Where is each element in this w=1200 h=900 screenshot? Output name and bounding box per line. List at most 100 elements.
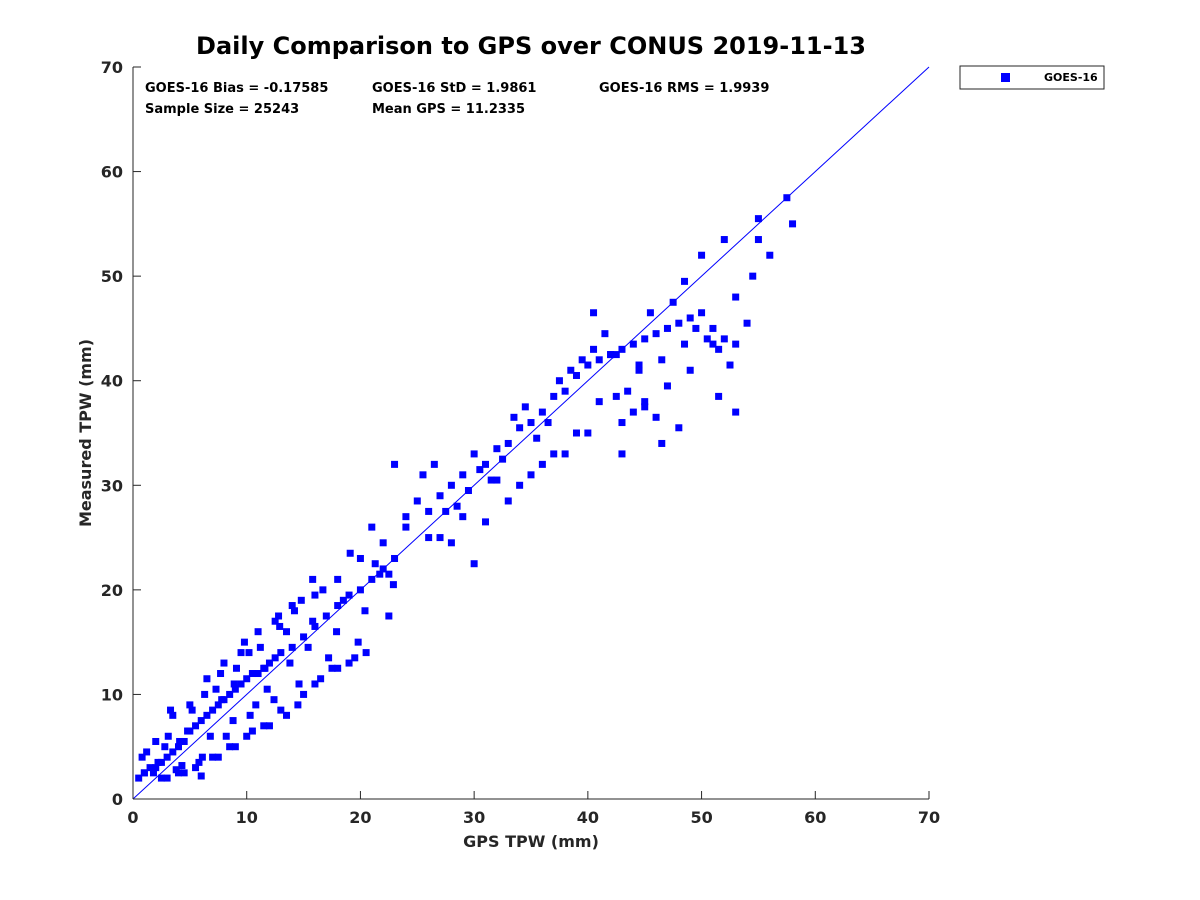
data-point: [220, 659, 228, 667]
data-point: [195, 758, 203, 766]
data-point: [169, 711, 177, 719]
data-point: [368, 523, 376, 531]
data-point: [203, 675, 211, 683]
data-point: [206, 732, 214, 740]
data-point: [265, 659, 273, 667]
data-point: [533, 434, 541, 442]
data-point: [345, 659, 353, 667]
data-point: [311, 622, 319, 630]
data-point: [319, 586, 327, 594]
data-point: [504, 497, 512, 505]
x-axis-ticks: 0 10 20 30 40 50 60 70: [127, 791, 940, 827]
data-point: [197, 717, 205, 725]
data-point: [413, 497, 421, 505]
data-point: [732, 408, 740, 416]
data-point: [572, 429, 580, 437]
data-point: [254, 628, 262, 636]
data-point: [544, 419, 552, 427]
data-point: [322, 612, 330, 620]
y-tick-label: 60: [101, 163, 123, 182]
data-point: [789, 220, 797, 228]
data-point: [754, 236, 762, 244]
data-point: [476, 466, 484, 474]
y-tick-label: 0: [112, 790, 123, 809]
data-point: [561, 450, 569, 458]
y-tick-label: 20: [101, 581, 123, 600]
data-point: [652, 330, 660, 338]
data-point: [345, 591, 353, 599]
data-point: [578, 356, 586, 364]
data-point: [732, 293, 740, 301]
data-point: [237, 649, 245, 657]
y-axis-label: Measured TPW (mm): [76, 339, 95, 527]
data-point: [709, 324, 717, 332]
data-point: [658, 439, 666, 447]
y-axis-ticks: 0 10 20 30 40 50 60 70: [101, 58, 141, 809]
data-point: [246, 711, 254, 719]
data-point: [663, 382, 671, 390]
data-point: [629, 340, 637, 348]
data-point: [436, 492, 444, 500]
y-tick-label: 30: [101, 476, 123, 495]
data-point: [720, 335, 728, 343]
data-point: [641, 403, 649, 411]
data-point: [715, 392, 723, 400]
data-point: [198, 753, 206, 761]
data-point: [487, 476, 495, 484]
data-point: [270, 696, 278, 704]
data-point: [402, 523, 410, 531]
data-point: [459, 513, 467, 521]
data-point: [218, 696, 226, 704]
stat-std: GOES-16 StD = 1.9861: [372, 81, 536, 96]
data-point: [607, 351, 615, 359]
data-point: [447, 481, 455, 489]
data-point: [243, 675, 251, 683]
x-axis-label: GPS TPW (mm): [463, 832, 599, 851]
data-point: [624, 387, 632, 395]
data-point: [212, 685, 220, 693]
data-point: [297, 596, 305, 604]
data-point: [317, 675, 325, 683]
data-point: [152, 764, 160, 772]
data-point: [675, 424, 683, 432]
data-point: [300, 633, 308, 641]
data-point: [172, 766, 180, 774]
data-point: [277, 649, 285, 657]
data-point: [354, 638, 362, 646]
data-point: [290, 607, 298, 615]
data-point: [209, 753, 217, 761]
data-point: [385, 570, 393, 578]
data-point: [590, 345, 598, 353]
data-point: [601, 330, 609, 338]
data-point: [346, 549, 354, 557]
data-point: [163, 774, 171, 782]
data-point: [371, 560, 379, 568]
data-point: [376, 570, 384, 578]
x-tick-label: 0: [127, 808, 138, 827]
data-point: [698, 309, 706, 317]
data-point: [681, 340, 689, 348]
data-point: [276, 622, 284, 630]
data-point: [192, 722, 200, 730]
data-point: [157, 774, 165, 782]
data-point: [309, 575, 317, 583]
data-point: [240, 638, 248, 646]
data-point: [436, 534, 444, 542]
reference-line: [132, 66, 930, 800]
data-point: [152, 737, 160, 745]
data-point: [538, 460, 546, 468]
data-point: [595, 356, 603, 364]
stat-mean-gps: Mean GPS = 11.2335: [372, 102, 525, 117]
data-point: [146, 764, 154, 772]
data-point: [389, 581, 397, 589]
data-point: [356, 554, 364, 562]
data-point: [288, 643, 296, 651]
data-point: [482, 518, 490, 526]
data-point: [203, 711, 211, 719]
data-point: [214, 753, 222, 761]
data-point: [692, 324, 700, 332]
data-point: [379, 539, 387, 547]
data-point: [163, 753, 171, 761]
data-point: [143, 748, 151, 756]
data-point: [425, 507, 433, 515]
